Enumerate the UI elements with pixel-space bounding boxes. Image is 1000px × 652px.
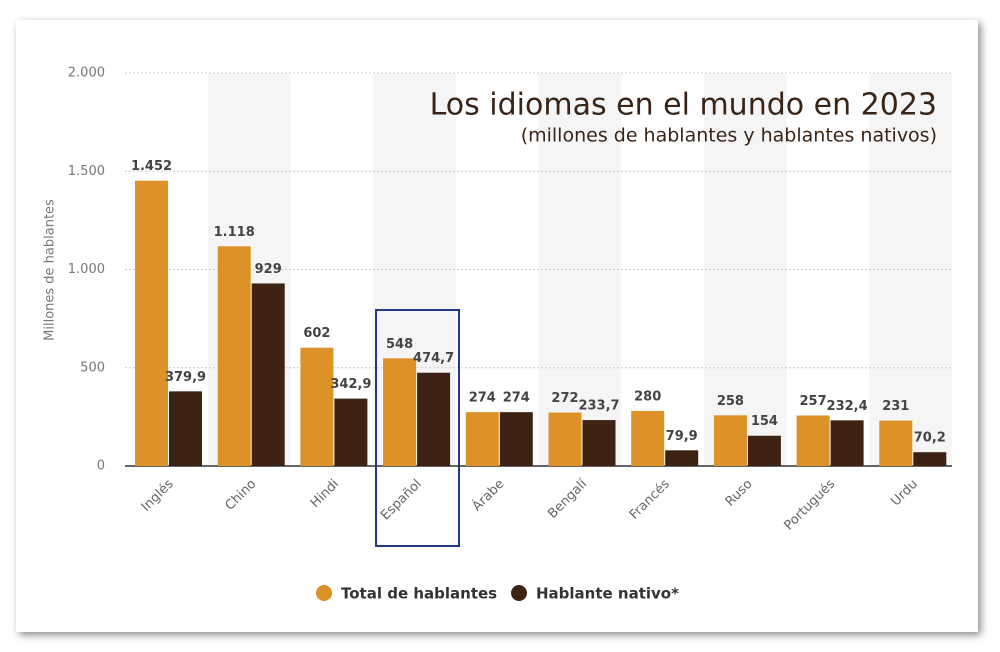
value-label: 1.452 — [131, 159, 172, 174]
bar — [548, 412, 582, 466]
y-tick-label: 0 — [97, 459, 105, 474]
y-tick-label: 2.000 — [68, 66, 105, 81]
value-label: 233,7 — [578, 399, 619, 414]
value-label: 257 — [800, 394, 827, 409]
value-label: 79,9 — [666, 429, 698, 444]
bar — [135, 180, 168, 466]
value-label: 70,2 — [914, 431, 946, 446]
bar — [582, 420, 616, 466]
bar — [251, 283, 285, 466]
bar — [830, 420, 864, 466]
chart-subtitle: (millones de hablantes y hablantes nativ… — [521, 125, 937, 147]
value-label: 474,7 — [413, 351, 454, 366]
value-label: 1.118 — [214, 225, 255, 240]
value-label: 379,9 — [165, 370, 206, 385]
value-label: 274 — [469, 391, 496, 406]
bar — [499, 412, 533, 466]
legend-marker — [316, 585, 332, 601]
y-tick-label: 500 — [80, 360, 105, 375]
bar — [913, 452, 947, 466]
bar — [665, 450, 699, 466]
bar — [713, 415, 747, 466]
bar — [383, 358, 417, 466]
value-label: 231 — [882, 399, 909, 414]
bar — [465, 412, 499, 466]
bar — [300, 347, 334, 466]
value-label: 272 — [551, 391, 578, 406]
value-label: 602 — [303, 326, 330, 341]
bar — [796, 415, 830, 466]
value-label: 548 — [386, 337, 413, 352]
legend-label: Hablante nativo* — [536, 585, 679, 603]
value-label: 154 — [751, 414, 778, 429]
y-axis-label: Millones de hablantes — [43, 199, 58, 341]
y-tick-label: 1.000 — [68, 262, 105, 277]
bar — [747, 435, 781, 466]
value-label: 280 — [634, 389, 661, 404]
highlight-box — [375, 309, 460, 547]
bar — [217, 246, 251, 466]
chart-title: Los idiomas en el mundo en 2023 — [430, 88, 937, 123]
y-tick-label: 1.500 — [68, 164, 105, 179]
value-label: 929 — [255, 262, 282, 277]
value-label: 258 — [717, 394, 744, 409]
band-shade — [538, 73, 622, 466]
value-label: 274 — [503, 391, 530, 406]
bar — [879, 420, 913, 466]
bar — [334, 398, 368, 466]
legend-marker — [511, 585, 527, 601]
legend-label: Total de hablantes — [341, 585, 497, 603]
value-label: 232,4 — [827, 399, 868, 414]
bar — [169, 391, 202, 466]
card — [16, 20, 978, 632]
bar — [417, 372, 451, 466]
bar — [631, 410, 665, 466]
value-label: 342,9 — [330, 377, 371, 392]
